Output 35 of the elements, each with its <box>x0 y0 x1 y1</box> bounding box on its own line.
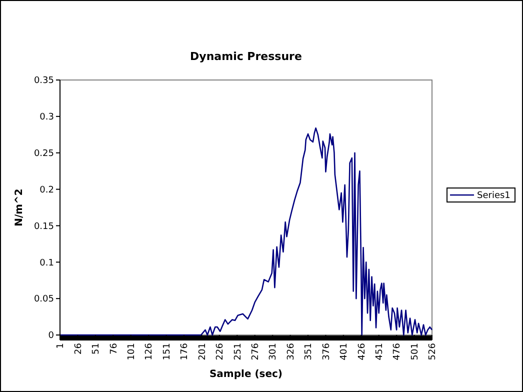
x-tick-label: 51 <box>92 343 102 354</box>
line-series <box>59 127 433 336</box>
x-tick-label: 176 <box>180 342 190 360</box>
x-axis-title: Sample (sec) <box>209 369 283 380</box>
y-tick-label: 0.1 <box>40 258 54 268</box>
x-tick-label: 76 <box>109 342 120 354</box>
x-tick-label: 476 <box>392 342 403 360</box>
x-tick-label: 351 <box>304 343 314 360</box>
x-tick-label: 126 <box>144 342 155 360</box>
x-tick-label: 101 <box>127 343 138 360</box>
y-tick-label: 0.25 <box>34 149 54 160</box>
x-tick-label: 301 <box>268 343 279 360</box>
y-tick-label: 0.2 <box>40 185 54 196</box>
y-axis-title: N/m^2 <box>14 188 25 226</box>
x-tick-label: 276 <box>251 342 262 360</box>
x-tick-label: 1 <box>56 343 66 349</box>
x-tick-label: 326 <box>286 342 296 360</box>
x-tick-label: 201 <box>198 343 208 360</box>
x-tick-label: 151 <box>162 343 172 360</box>
x-tick-label: 251 <box>233 343 244 360</box>
x-tick-label: 501 <box>410 343 420 360</box>
x-tick-label: 426 <box>357 342 368 360</box>
x-tick-label: 26 <box>74 342 84 354</box>
y-tick-label: 0 <box>48 331 54 342</box>
chart-title: Dynamic Pressure <box>190 50 302 63</box>
x-tick-label: 451 <box>375 343 386 360</box>
x-tick-label: 226 <box>216 342 226 360</box>
y-tick-label: 0.3 <box>40 112 54 123</box>
y-tick-label: 0.15 <box>34 222 54 232</box>
x-tick-label: 376 <box>322 342 332 360</box>
legend-label: Series1 <box>477 191 510 202</box>
x-tick-label: 526 <box>428 342 438 360</box>
x-tick-label: 401 <box>340 343 350 360</box>
y-tick-label: 0.05 <box>34 294 54 305</box>
y-tick-label: 0.35 <box>34 76 54 86</box>
